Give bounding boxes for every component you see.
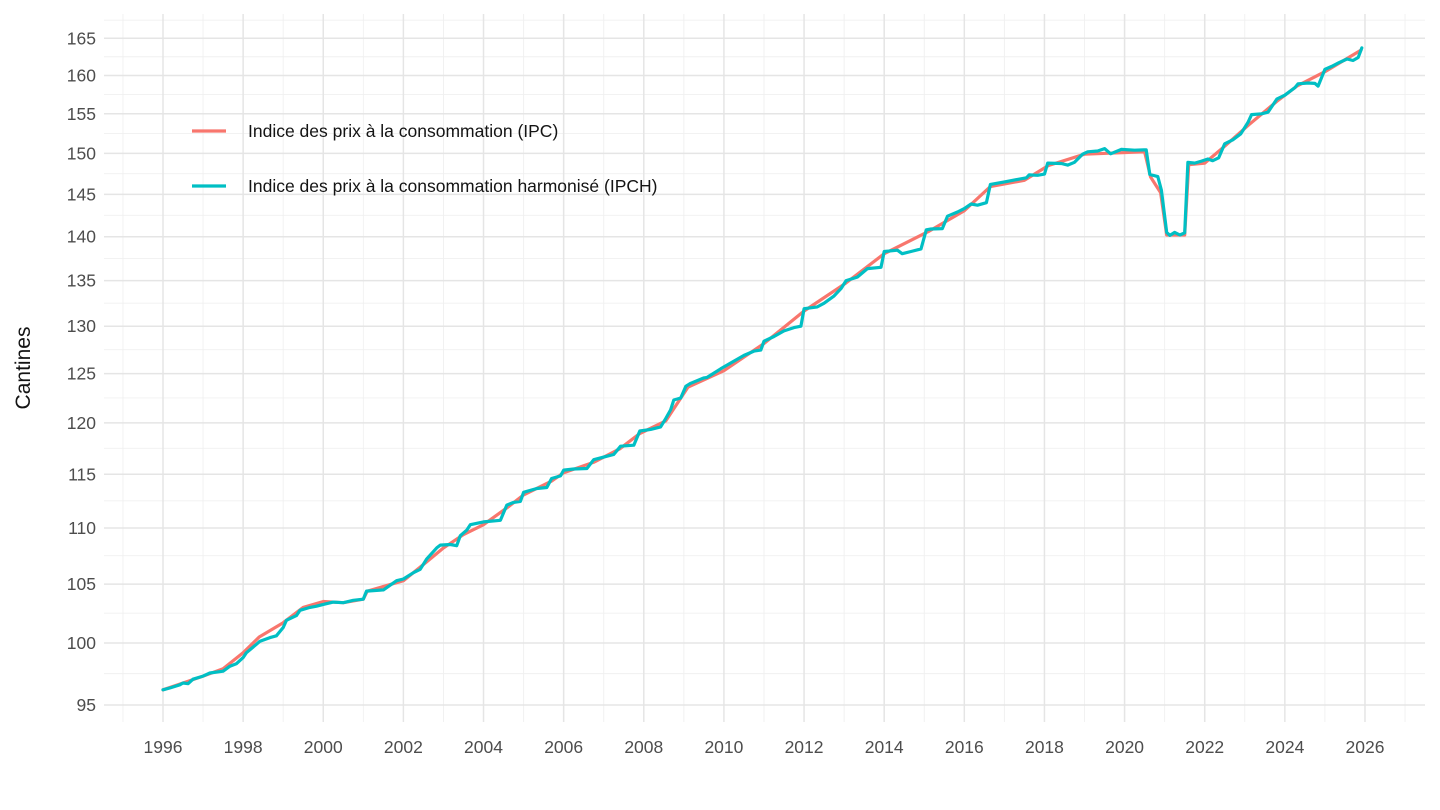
y-tick-label: 160 (67, 65, 96, 85)
legend-item-ipch: Indice des prix à la consommation harmon… (192, 176, 657, 196)
y-tick-label: 95 (77, 695, 96, 715)
x-tick-label: 1998 (224, 737, 263, 757)
y-axis-tick-labels: 95 100 105 110 115 120 125 130 135 140 145 150 155 16… (67, 28, 96, 715)
x-tick-label: 2014 (865, 737, 904, 757)
x-tick-label: 2018 (1025, 737, 1064, 757)
y-tick-label: 125 (67, 364, 96, 384)
x-tick-label: 2016 (945, 737, 984, 757)
x-tick-label: 2020 (1105, 737, 1144, 757)
x-tick-label: 2010 (704, 737, 743, 757)
x-tick-label: 2026 (1346, 737, 1385, 757)
y-tick-label: 120 (67, 413, 96, 433)
gridlines-major (104, 14, 1425, 722)
y-tick-label: 100 (67, 633, 96, 653)
x-tick-label: 2008 (624, 737, 663, 757)
x-tick-label: 2006 (544, 737, 583, 757)
x-tick-label: 2022 (1185, 737, 1224, 757)
y-tick-label: 150 (67, 143, 96, 163)
x-tick-label: 2000 (304, 737, 343, 757)
y-tick-label: 145 (67, 184, 96, 204)
x-tick-label: 1996 (144, 737, 183, 757)
x-tick-label: 2012 (785, 737, 824, 757)
x-tick-label: 2002 (384, 737, 423, 757)
y-tick-label: 135 (67, 271, 96, 291)
ipch-line (161, 46, 1364, 692)
legend-item-ipc: Indice des prix à la consommation (IPC) (192, 121, 558, 141)
legend-label-ipc: Indice des prix à la consommation (IPC) (248, 121, 558, 141)
y-tick-label: 105 (67, 574, 96, 594)
x-tick-label: 2004 (464, 737, 503, 757)
y-tick-label: 115 (68, 464, 96, 484)
plot-area (161, 46, 1364, 692)
legend-label-ipch: Indice des prix à la consommation harmon… (248, 176, 657, 196)
y-tick-label: 140 (67, 227, 96, 247)
y-tick-label: 110 (68, 518, 96, 538)
y-tick-label: 165 (67, 28, 96, 48)
x-axis-tick-labels: 1996 1998 2000 2002 2004 2006 2008 2010 2012 2014… (144, 737, 1385, 757)
y-tick-label: 130 (67, 316, 96, 336)
legend: Indice des prix à la consommation (IPC) … (192, 121, 657, 196)
y-tick-label: 155 (67, 104, 96, 124)
x-tick-label: 2024 (1265, 737, 1304, 757)
y-axis-title: Cantines (12, 327, 35, 410)
ipc-line (161, 48, 1363, 692)
